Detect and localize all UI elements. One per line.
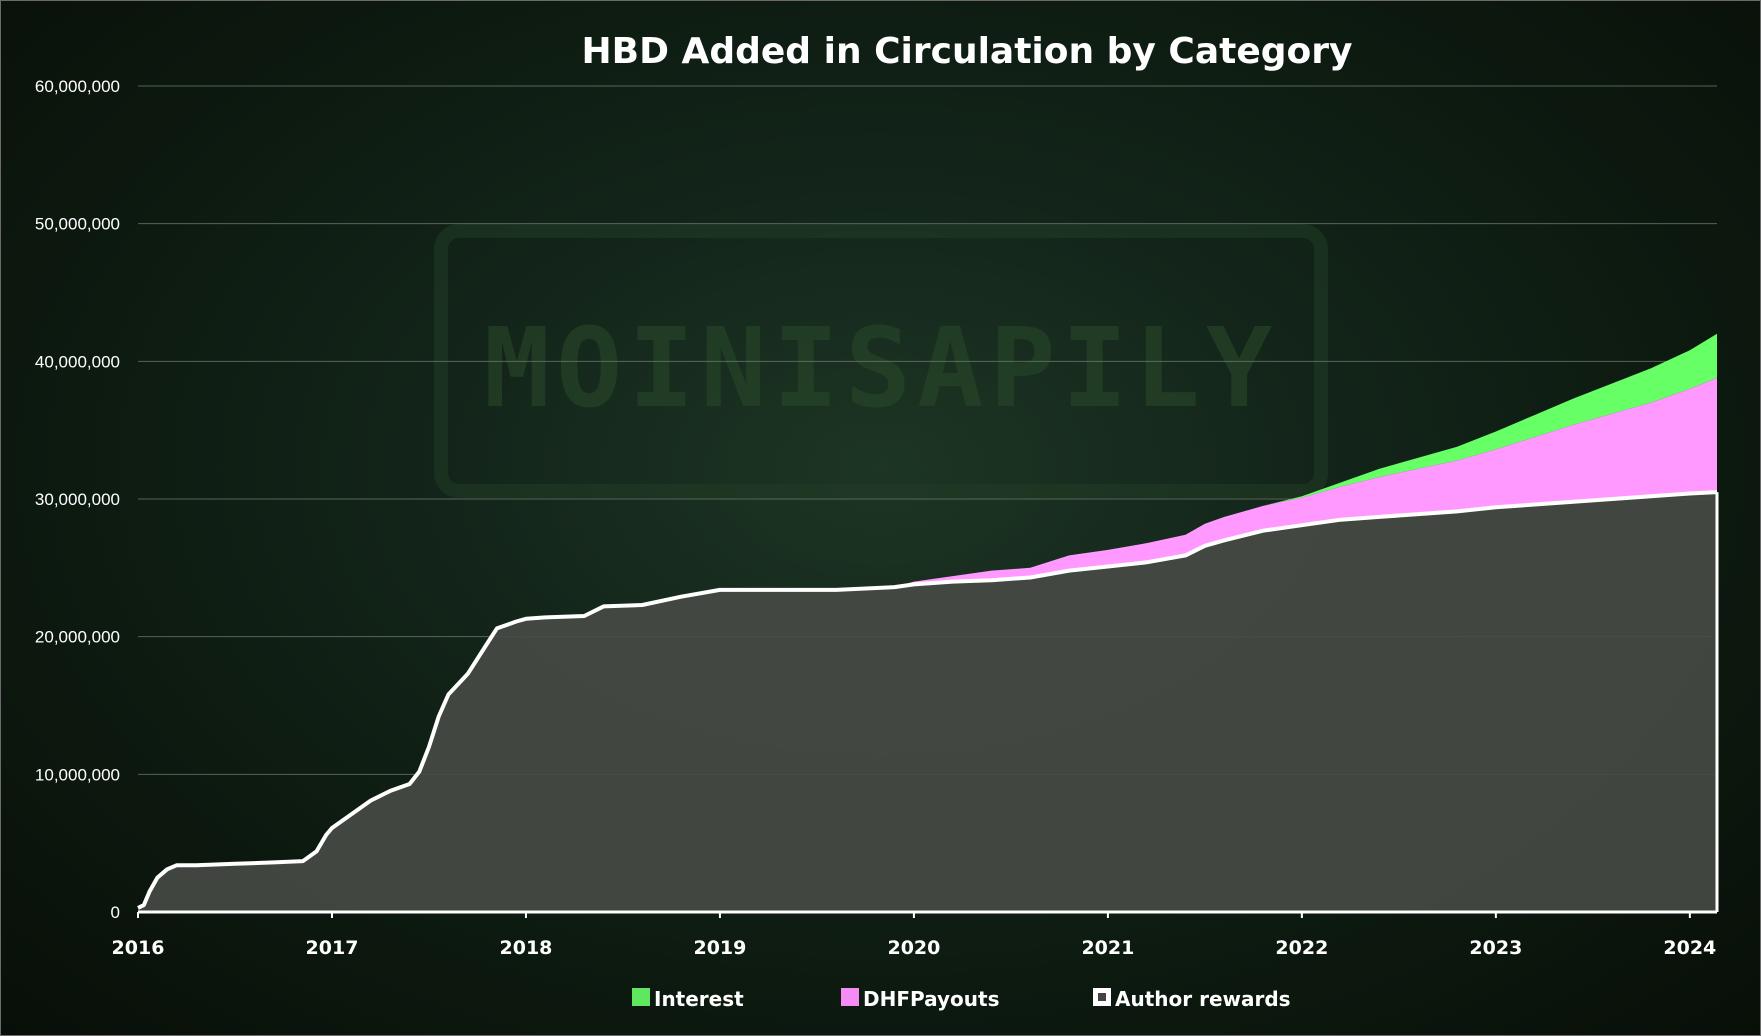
- x-tick-label: 2020: [887, 937, 940, 959]
- legend-label: Interest: [654, 987, 744, 1011]
- x-tick-label: 2021: [1081, 937, 1134, 959]
- y-tick-label: 50,000,000: [35, 215, 120, 234]
- y-tick-label: 10,000,000: [35, 765, 120, 784]
- x-tick-label: 2016: [112, 937, 165, 959]
- y-tick-label: 20,000,000: [35, 628, 120, 647]
- line-author-rewards: [137, 490, 1718, 910]
- area-author-rewards: [138, 492, 1717, 912]
- x-tick-label: 2023: [1469, 937, 1522, 959]
- y-tick-label: 40,000,000: [35, 352, 120, 371]
- legend-swatch: [841, 988, 859, 1006]
- x-tick-label: 2022: [1275, 937, 1328, 959]
- legend-swatch: [632, 988, 650, 1006]
- legend: Interest DHFPayouts Author rewards: [632, 987, 1291, 1011]
- background-watermark: MOINISAPILY: [434, 224, 1328, 498]
- y-tick-labels: 0 10,000,000 20,000,000 30,000,000 40,000,00…: [35, 77, 120, 922]
- legend-label: DHFPayouts: [863, 987, 999, 1011]
- legend-item-dhfpayouts: DHFPayouts: [841, 987, 999, 1011]
- legend-label: Author rewards: [1115, 987, 1291, 1011]
- y-tick-label: 60,000,000: [35, 77, 120, 96]
- x-tick-label: 2019: [693, 937, 746, 959]
- plot-areas: [137, 333, 1719, 912]
- x-tick-label: 2017: [306, 937, 359, 959]
- x-tick-label: 2018: [500, 937, 553, 959]
- y-tick-label: 0: [111, 903, 120, 922]
- y-tick-label: 30,000,000: [35, 490, 120, 509]
- legend-item-interest: Interest: [632, 987, 744, 1011]
- chart-title: HBD Added in Circulation by Category: [582, 31, 1353, 72]
- area-dhfpayouts: [138, 377, 1717, 908]
- x-tick-labels: 2016 2017 2018 2019 2020 2021 2022 2023 2024: [112, 912, 1716, 959]
- watermark-text: MOINISAPILY: [484, 304, 1278, 432]
- legend-item-author-rewards: Author rewards: [1093, 987, 1291, 1011]
- legend-swatch-inner: [1098, 993, 1106, 1001]
- x-tick-label: 2024: [1663, 937, 1716, 959]
